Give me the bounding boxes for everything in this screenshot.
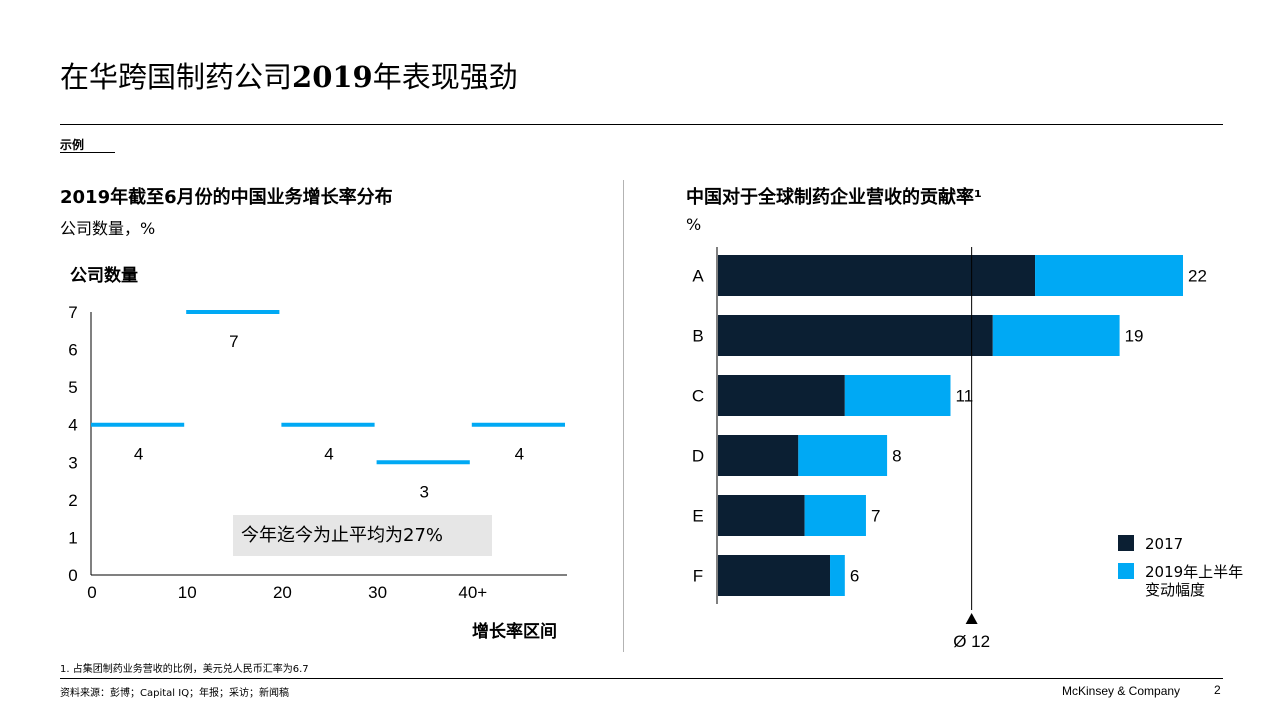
y-tick-label: 1	[68, 528, 77, 547]
page-title: 在华跨国制药公司2019年表现强劲	[60, 58, 518, 96]
y-axis-title: 公司数量	[70, 265, 138, 286]
title-suffix: 年表现强劲	[372, 60, 518, 94]
title-year: 2019	[292, 60, 373, 94]
footnote: 1. 占集团制药业务营收的比例，美元兑人民币汇率为6.7	[60, 664, 309, 675]
x-tick-label: 40+	[458, 583, 487, 602]
title-prefix: 在华跨国制药公司	[60, 60, 293, 94]
x-tick-label: 0	[87, 583, 96, 602]
bar-value-label: 4	[324, 445, 333, 464]
company-name: McKinsey & Company	[1062, 684, 1181, 698]
right-chart-unit: %	[686, 215, 702, 234]
average-note: 今年迄今为止平均为27%	[233, 515, 492, 556]
bar-value-label: 3	[419, 482, 428, 501]
source-note: 资料来源：彭博；Capital IQ；年报；采访；新闻稿	[60, 688, 290, 699]
footer-rule	[60, 678, 1223, 679]
y-tick-label: 5	[68, 378, 77, 397]
bar-value-label: 4	[515, 445, 524, 464]
chart-separator	[623, 180, 624, 652]
right-chart-title: 中国对于全球制药企业营收的贡献率¹	[686, 187, 982, 208]
x-tick-label: 30	[368, 583, 387, 602]
legend-label-change: 2019年上半年 变动幅度	[1145, 563, 1244, 599]
y-tick-label: 2	[68, 491, 77, 510]
title-rule	[60, 124, 1223, 125]
left-chart-title: 2019年截至6月份的中国业务增长率分布	[60, 187, 393, 208]
legend-swatch-change	[1118, 563, 1134, 579]
x-tick-label: 20	[273, 583, 292, 602]
legend-label-2017: 2017	[1145, 535, 1184, 553]
page-number: 2	[1214, 683, 1221, 697]
y-tick-label: 3	[68, 453, 77, 472]
y-tick-label: 4	[68, 416, 77, 435]
legend-swatch-2017	[1118, 535, 1134, 551]
x-tick-label: 10	[178, 583, 197, 602]
y-tick-label: 7	[68, 303, 77, 322]
bar-value-label: 7	[229, 332, 238, 351]
illustrative-tag: 示例	[60, 138, 85, 152]
left-chart-subtitle: 公司数量，%	[60, 219, 156, 238]
y-tick-label: 6	[68, 341, 77, 360]
bar-value-label: 4	[134, 445, 143, 464]
x-axis-title: 增长率区间	[472, 621, 557, 642]
y-tick-label: 0	[68, 566, 77, 585]
tag-underline	[60, 152, 115, 153]
